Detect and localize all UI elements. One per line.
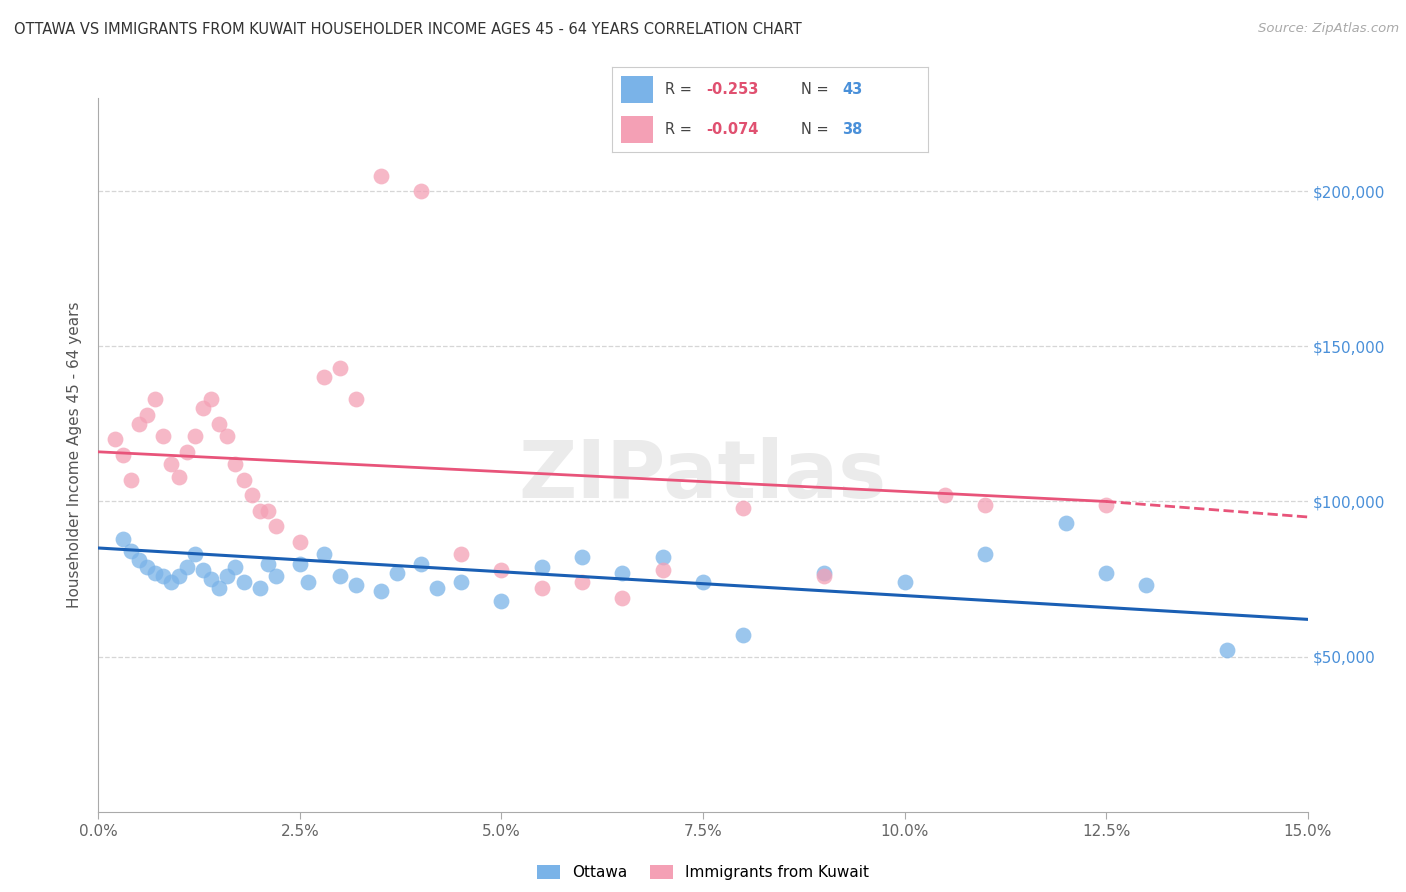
Point xyxy=(200,572,222,586)
Point xyxy=(103,433,125,447)
Point xyxy=(160,575,183,590)
Text: -0.074: -0.074 xyxy=(707,122,759,137)
Point xyxy=(208,582,231,596)
Point xyxy=(176,445,198,459)
FancyBboxPatch shape xyxy=(621,116,652,143)
Text: N =: N = xyxy=(801,82,834,97)
Point xyxy=(193,563,215,577)
Point xyxy=(450,575,472,590)
Point xyxy=(111,448,134,462)
Point xyxy=(329,361,352,376)
Point xyxy=(571,575,593,590)
Point xyxy=(813,566,835,580)
Point xyxy=(934,488,956,502)
Point xyxy=(491,593,513,607)
Point xyxy=(224,559,246,574)
Point xyxy=(409,557,432,571)
Point xyxy=(1054,516,1077,531)
Point xyxy=(733,500,755,515)
Point xyxy=(256,504,278,518)
Point xyxy=(111,532,134,546)
Point xyxy=(184,547,207,561)
Point xyxy=(612,566,634,580)
Point xyxy=(288,557,311,571)
Point xyxy=(256,557,278,571)
Point xyxy=(167,469,190,483)
Point xyxy=(128,553,150,567)
Point xyxy=(612,591,634,605)
Point xyxy=(1216,643,1239,657)
FancyBboxPatch shape xyxy=(621,76,652,103)
Point xyxy=(143,566,166,580)
Point xyxy=(217,569,239,583)
Text: -0.253: -0.253 xyxy=(707,82,759,97)
Point xyxy=(167,569,190,583)
Point xyxy=(370,169,392,183)
Point xyxy=(651,550,673,565)
Point xyxy=(249,504,271,518)
Point xyxy=(288,534,311,549)
Point xyxy=(249,582,271,596)
Point xyxy=(208,417,231,431)
Point xyxy=(974,498,997,512)
Point xyxy=(193,401,215,416)
Legend: Ottawa, Immigrants from Kuwait: Ottawa, Immigrants from Kuwait xyxy=(530,859,876,886)
Point xyxy=(264,569,287,583)
Text: R =: R = xyxy=(665,82,697,97)
Point xyxy=(1135,578,1157,592)
Point xyxy=(370,584,392,599)
Text: 43: 43 xyxy=(842,82,863,97)
Point xyxy=(217,429,239,443)
Point xyxy=(692,575,714,590)
Point xyxy=(329,569,352,583)
Point xyxy=(733,628,755,642)
Text: Source: ZipAtlas.com: Source: ZipAtlas.com xyxy=(1258,22,1399,36)
Point xyxy=(120,544,142,558)
Point xyxy=(176,559,198,574)
Point xyxy=(135,408,157,422)
Text: OTTAWA VS IMMIGRANTS FROM KUWAIT HOUSEHOLDER INCOME AGES 45 - 64 YEARS CORRELATI: OTTAWA VS IMMIGRANTS FROM KUWAIT HOUSEHO… xyxy=(14,22,801,37)
Point xyxy=(224,457,246,471)
Text: R =: R = xyxy=(665,122,697,137)
Point xyxy=(491,563,513,577)
Point xyxy=(160,457,183,471)
Point xyxy=(264,519,287,533)
Point xyxy=(530,559,553,574)
Point xyxy=(530,582,553,596)
Point xyxy=(344,392,367,406)
Point xyxy=(297,575,319,590)
Point xyxy=(426,582,449,596)
Y-axis label: Householder Income Ages 45 - 64 years: Householder Income Ages 45 - 64 years xyxy=(67,301,83,608)
Point xyxy=(1095,498,1118,512)
Point xyxy=(893,575,915,590)
Point xyxy=(152,429,174,443)
Point xyxy=(344,578,367,592)
Point xyxy=(974,547,997,561)
Point xyxy=(450,547,472,561)
Point xyxy=(232,473,254,487)
Point xyxy=(385,566,408,580)
Point xyxy=(135,559,157,574)
Point xyxy=(143,392,166,406)
Point xyxy=(651,563,673,577)
Point xyxy=(152,569,174,583)
Point xyxy=(314,547,336,561)
Point xyxy=(314,370,336,384)
Point xyxy=(813,569,835,583)
Point xyxy=(184,429,207,443)
Point xyxy=(128,417,150,431)
Point xyxy=(120,473,142,487)
Point xyxy=(1095,566,1118,580)
Point xyxy=(571,550,593,565)
Text: N =: N = xyxy=(801,122,834,137)
Point xyxy=(409,184,432,198)
Point xyxy=(240,488,263,502)
Text: ZIPatlas: ZIPatlas xyxy=(519,437,887,516)
Text: 38: 38 xyxy=(842,122,863,137)
Point xyxy=(232,575,254,590)
Point xyxy=(200,392,222,406)
